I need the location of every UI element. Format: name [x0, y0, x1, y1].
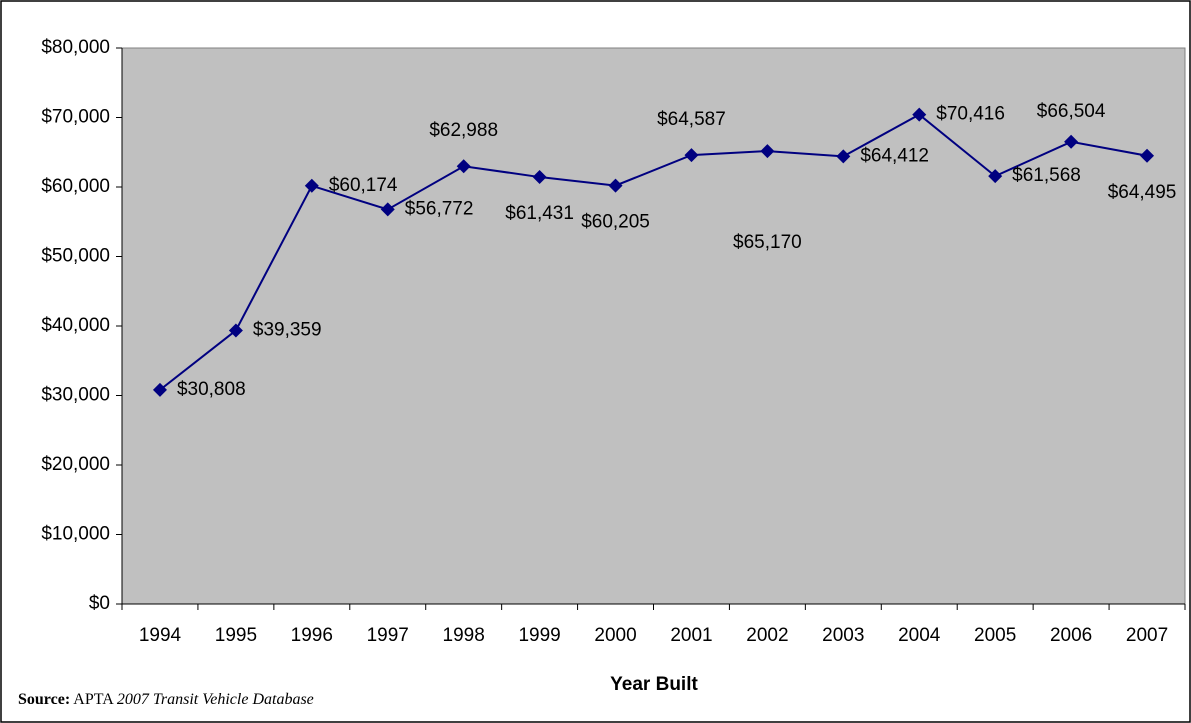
data-point	[760, 144, 775, 159]
y-tick-label: $30,000	[41, 385, 110, 406]
data-point	[836, 149, 851, 164]
data-label: $64,412	[860, 145, 929, 166]
x-tick-label: 2007	[1126, 625, 1168, 646]
y-tick-label: $40,000	[41, 315, 110, 336]
data-point	[152, 382, 167, 397]
data-point	[456, 159, 471, 174]
data-point	[608, 178, 623, 193]
x-tick-label: 2004	[898, 625, 941, 646]
data-point	[380, 202, 395, 217]
source-text: APTA	[73, 691, 114, 708]
x-tick-label: 2005	[974, 625, 1016, 646]
data-label: $30,808	[177, 379, 246, 400]
data-point	[1064, 134, 1079, 149]
data-label: $65,170	[733, 232, 802, 253]
data-point	[1140, 148, 1155, 163]
data-label: $62,988	[429, 120, 498, 141]
data-label: $66,504	[1037, 101, 1106, 122]
y-tick-label: $20,000	[41, 454, 110, 475]
data-label: $56,772	[405, 198, 474, 219]
y-tick-label: $0	[89, 593, 110, 614]
x-tick-label: 1995	[215, 625, 257, 646]
y-tick-label: $10,000	[41, 524, 110, 545]
x-tick-label: 2000	[594, 625, 636, 646]
y-tick-label: $80,000	[41, 37, 110, 58]
x-tick-label: 1997	[367, 625, 409, 646]
data-label: $64,495	[1108, 182, 1177, 203]
data-point	[912, 107, 927, 122]
data-label: $39,359	[253, 319, 322, 340]
source-note: Source: APTA 2007 Transit Vehicle Databa…	[18, 691, 314, 708]
x-tick-label: 1994	[139, 625, 182, 646]
plot-area	[121, 47, 1186, 605]
data-label: $60,174	[329, 175, 398, 196]
x-tick-label: 2006	[1050, 625, 1092, 646]
x-tick-label: 2003	[822, 625, 864, 646]
x-axis-title: Year Built	[610, 674, 698, 695]
data-label: $64,587	[657, 109, 726, 130]
x-tick-label: 1999	[518, 625, 560, 646]
x-tick-label: 1998	[443, 625, 485, 646]
y-tick-label: $50,000	[41, 246, 110, 267]
data-line	[159, 113, 1148, 391]
data-label: $70,416	[936, 104, 1005, 125]
source-title: 2007 Transit Vehicle Database	[117, 691, 314, 708]
data-point	[532, 170, 547, 185]
y-tick-label: $60,000	[41, 176, 110, 197]
data-label: $61,431	[505, 203, 574, 224]
x-tick-label: 2002	[746, 625, 788, 646]
data-point	[988, 169, 1003, 184]
data-point	[304, 178, 319, 193]
x-tick-label: 1996	[291, 625, 333, 646]
source-label: Source:	[18, 691, 70, 708]
data-point	[684, 148, 699, 163]
y-tick-label: $70,000	[41, 107, 110, 128]
data-label: $60,205	[581, 212, 650, 233]
data-label: $61,568	[1012, 165, 1081, 186]
x-tick-label: 2001	[670, 625, 712, 646]
data-point	[228, 323, 243, 338]
